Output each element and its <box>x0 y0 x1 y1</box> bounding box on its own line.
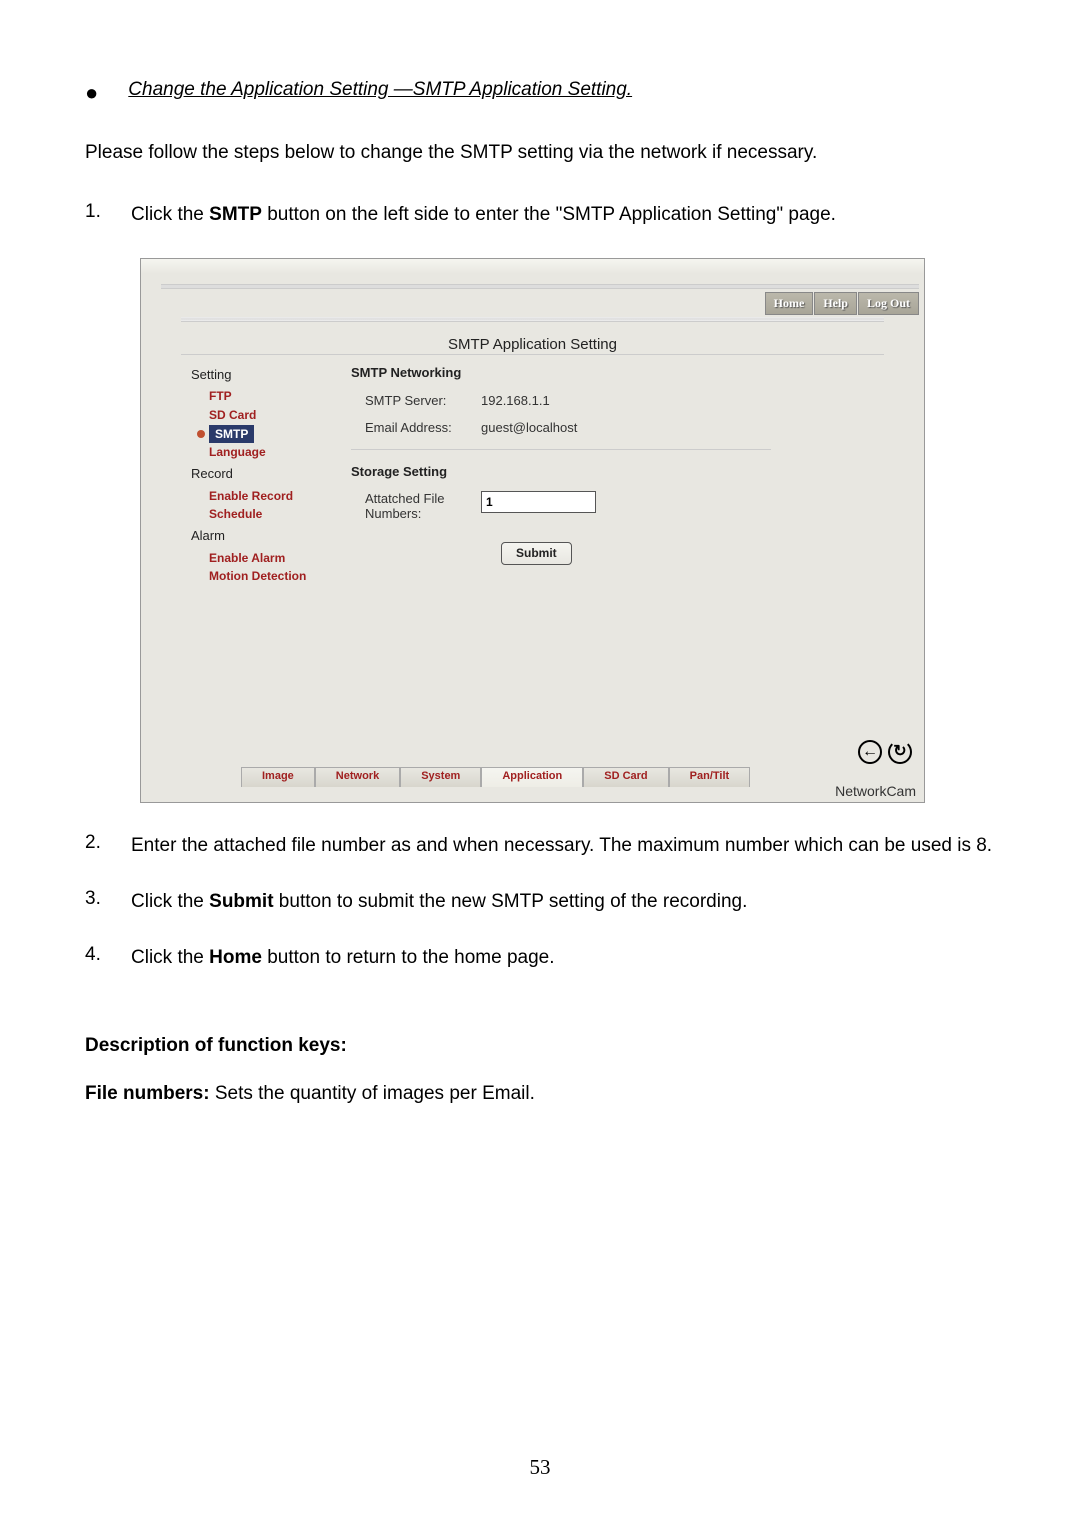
step-text: Click the Home button to return to the h… <box>131 940 995 976</box>
step-num: 3. <box>85 884 103 920</box>
step-text: Click the SMTP button on the left side t… <box>131 197 995 233</box>
ss-topband <box>141 259 924 274</box>
submit-button[interactable]: Submit <box>501 542 572 565</box>
sidebar-header-alarm: Alarm <box>191 526 371 547</box>
home-button[interactable]: Home <box>765 292 814 315</box>
row-email: Email Address: guest@localhost <box>351 418 771 439</box>
sidebar-item-label: SMTP <box>209 425 254 444</box>
step-1: 1. Click the SMTP button on the left sid… <box>85 197 995 233</box>
tab-image[interactable]: Image <box>241 767 315 787</box>
step-num: 4. <box>85 940 103 976</box>
sidebar-item-sdcard[interactable]: SD Card <box>209 406 371 425</box>
tab-application[interactable]: Application <box>481 767 583 787</box>
sidebar-item-ftp[interactable]: FTP <box>209 387 371 406</box>
sidebar-item-motion[interactable]: Motion Detection <box>209 567 371 586</box>
sidebar-header-record: Record <box>191 464 371 485</box>
row-file-numbers: Attatched File Numbers: <box>351 491 771 522</box>
divider <box>351 449 771 450</box>
desc-item: File numbers: Sets the quantity of image… <box>85 1079 995 1109</box>
step-text: Enter the attached file number as and wh… <box>131 828 995 864</box>
section-smtp-networking: SMTP Networking <box>351 363 771 384</box>
section-bullet: ● Change the Application Setting —SMTP A… <box>85 75 995 110</box>
row-smtp-server: SMTP Server: 192.168.1.1 <box>351 391 771 412</box>
divider <box>181 354 884 355</box>
tab-network[interactable]: Network <box>315 767 400 787</box>
intro-text: Please follow the steps below to change … <box>85 138 995 168</box>
refresh-icon[interactable]: ↻ <box>888 740 912 764</box>
step-text: Click the Submit button to submit the ne… <box>131 884 995 920</box>
step-num: 2. <box>85 828 103 864</box>
step-num: 1. <box>85 197 103 233</box>
tab-pantilt[interactable]: Pan/Tilt <box>669 767 751 787</box>
ss-greybar <box>161 284 919 289</box>
top-buttons: Home Help Log Out <box>765 292 919 315</box>
sidebar: Setting FTP SD Card SMTP Language Record… <box>191 363 371 586</box>
sidebar-item-enable-record[interactable]: Enable Record <box>209 487 371 506</box>
nav-icons: ← ↻ <box>858 740 912 764</box>
sidebar-item-language[interactable]: Language <box>209 443 371 462</box>
help-button[interactable]: Help <box>814 292 857 315</box>
section-storage-setting: Storage Setting <box>351 462 771 483</box>
bullet-marker: ● <box>85 75 98 110</box>
file-numbers-input[interactable] <box>481 491 596 513</box>
desc-heading: Description of function keys: <box>85 1031 995 1061</box>
divider <box>181 317 884 322</box>
sidebar-header-setting: Setting <box>191 365 371 386</box>
step-2: 2. Enter the attached file number as and… <box>85 828 995 864</box>
active-dot-icon <box>197 430 205 438</box>
label-file-numbers: Attatched File Numbers: <box>351 491 481 522</box>
back-icon[interactable]: ← <box>858 740 882 764</box>
logout-button[interactable]: Log Out <box>858 292 919 315</box>
tab-sdcard[interactable]: SD Card <box>583 767 668 787</box>
sidebar-item-smtp[interactable]: SMTP <box>197 425 371 444</box>
page-number: 53 <box>0 1451 1080 1485</box>
bullet-text: Change the Application Setting —SMTP App… <box>128 75 632 110</box>
value-email: guest@localhost <box>481 418 577 439</box>
tab-system[interactable]: System <box>400 767 481 787</box>
value-smtp-server: 192.168.1.1 <box>481 391 550 412</box>
step-4: 4. Click the Home button to return to th… <box>85 940 995 976</box>
app-screenshot: Home Help Log Out SMTP Application Setti… <box>140 258 925 803</box>
step-3: 3. Click the Submit button to submit the… <box>85 884 995 920</box>
bottom-tabs: Image Network System Application SD Card… <box>241 767 919 787</box>
sidebar-item-schedule[interactable]: Schedule <box>209 505 371 524</box>
label-smtp-server: SMTP Server: <box>351 391 481 412</box>
sidebar-item-enable-alarm[interactable]: Enable Alarm <box>209 549 371 568</box>
label-email: Email Address: <box>351 418 481 439</box>
form-area: SMTP Networking SMTP Server: 192.168.1.1… <box>351 363 771 566</box>
brand-label: NetworkCam <box>835 780 916 802</box>
